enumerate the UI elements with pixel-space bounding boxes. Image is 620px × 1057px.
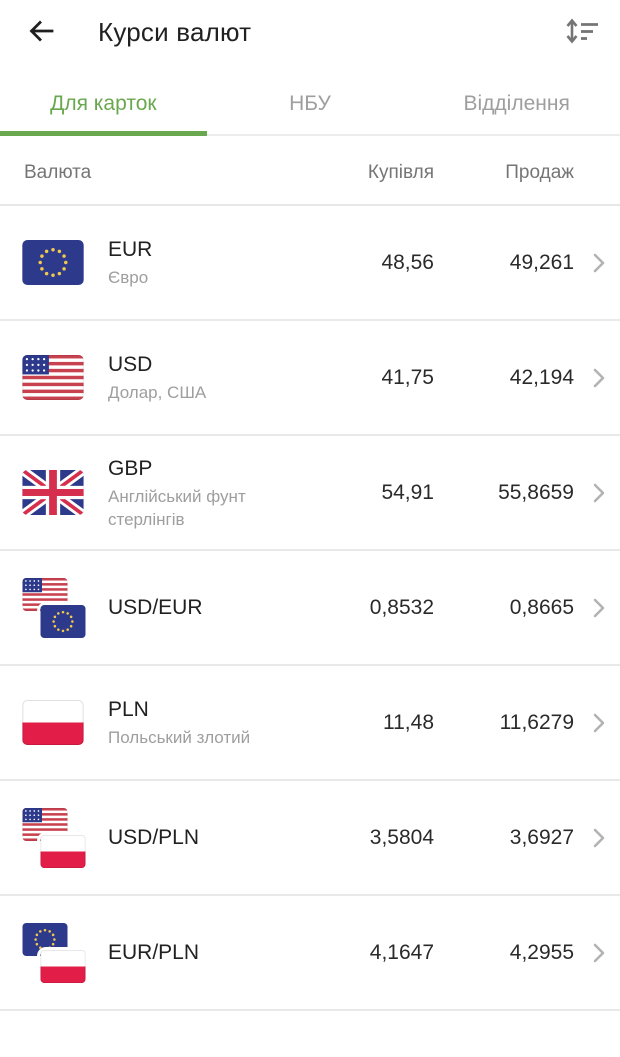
sell-rate: 11,6279	[499, 710, 574, 734]
table-row-gbp[interactable]: GBP Англійський фунт стерлінгів 54,91 55…	[0, 436, 620, 551]
buy-rate: 54,91	[381, 480, 434, 504]
column-header-currency: Валюта	[24, 162, 92, 183]
tab-for-cards-label: Для карток	[50, 92, 157, 115]
currency-code: USD	[108, 353, 153, 376]
currency-name: Євро	[108, 268, 149, 287]
sell-rate: 3,6927	[509, 825, 574, 849]
buy-rate: 48,56	[381, 250, 434, 274]
table-row-usd-eur[interactable]: USD/EUR 0,8532 0,8665	[0, 551, 620, 666]
tab-branches-label: Відділення	[463, 92, 570, 115]
currency-info: PLN Польський злотий	[88, 696, 322, 749]
sell-rate: 49,261	[509, 250, 574, 274]
buy-rate: 3,5804	[369, 825, 434, 849]
sort-icon	[564, 16, 600, 49]
back-button[interactable]	[24, 15, 58, 49]
chevron-right-icon	[574, 941, 606, 965]
table-row-usd-pln[interactable]: USD/PLN 3,5804 3,6927	[0, 781, 620, 896]
currency-info: USD/EUR	[88, 594, 322, 621]
arrow-left-icon	[26, 18, 56, 47]
currency-info: USD/PLN	[88, 824, 322, 851]
currency-info: USD Долар, США	[88, 351, 322, 404]
currency-info: EUR/PLN	[88, 939, 322, 966]
rates-list: EUR Євро 48,56 49,261 USD Долар, США 41,…	[0, 206, 620, 1011]
buy-rate: 0,8532	[369, 595, 434, 619]
currency-code: USD/PLN	[108, 826, 200, 849]
buy-rate: 41,75	[381, 365, 434, 389]
currency-info: GBP Англійський фунт стерлінгів	[88, 455, 322, 531]
table-row-eur-pln[interactable]: EUR/PLN 4,1647 4,2955	[0, 896, 620, 1011]
tab-for-cards[interactable]: Для карток	[0, 79, 207, 136]
flag-usd-icon	[22, 355, 88, 400]
flag-eur-pln-icon	[22, 922, 88, 983]
buy-rate: 11,48	[383, 710, 434, 734]
table-row-usd[interactable]: USD Долар, США 41,75 42,194	[0, 321, 620, 436]
chevron-right-icon	[574, 251, 606, 275]
sell-rate: 0,8665	[509, 595, 574, 619]
currency-code: USD/EUR	[108, 596, 203, 619]
currency-name: Долар, США	[108, 383, 207, 402]
sell-rate: 55,8659	[498, 480, 574, 504]
table-row-pln[interactable]: PLN Польський злотий 11,48 11,6279	[0, 666, 620, 781]
currency-code: GBP	[108, 456, 153, 480]
currency-code: EUR/PLN	[108, 941, 200, 964]
sort-button[interactable]	[562, 14, 602, 50]
chevron-right-icon	[574, 596, 606, 620]
chevron-right-icon	[574, 481, 606, 505]
currency-code: PLN	[108, 698, 149, 721]
tab-nbu-label: НБУ	[289, 92, 331, 115]
flag-gbp-icon	[22, 470, 88, 515]
chevron-right-icon	[574, 711, 606, 735]
column-header-buy: Купівля	[367, 162, 434, 183]
tab-nbu[interactable]: НБУ	[207, 79, 414, 134]
chevron-right-icon	[574, 826, 606, 850]
table-row-eur[interactable]: EUR Євро 48,56 49,261	[0, 206, 620, 321]
active-tab-underline	[0, 131, 207, 136]
currency-info: EUR Євро	[88, 236, 322, 289]
sell-rate: 42,194	[509, 365, 574, 389]
currency-code: EUR	[108, 238, 153, 261]
flag-usd-eur-icon	[22, 577, 88, 638]
currency-name: Польський злотий	[108, 728, 251, 747]
flag-eur-icon	[22, 240, 88, 285]
chevron-right-icon	[574, 366, 606, 390]
flag-usd-pln-icon	[22, 807, 88, 868]
table-header: Валюта Купівля Продаж	[0, 136, 620, 206]
tab-branches[interactable]: Відділення	[413, 79, 620, 134]
tab-bar: Для карток НБУ Відділення	[0, 79, 620, 136]
flag-pln-icon	[22, 700, 88, 745]
sell-rate: 4,2955	[509, 940, 574, 964]
page-title: Курси валют	[98, 16, 252, 47]
currency-name: Англійський фунт стерлінгів	[108, 486, 246, 529]
app-bar: Курси валют	[0, 0, 620, 64]
column-header-sell: Продаж	[505, 162, 574, 183]
buy-rate: 4,1647	[369, 940, 434, 964]
